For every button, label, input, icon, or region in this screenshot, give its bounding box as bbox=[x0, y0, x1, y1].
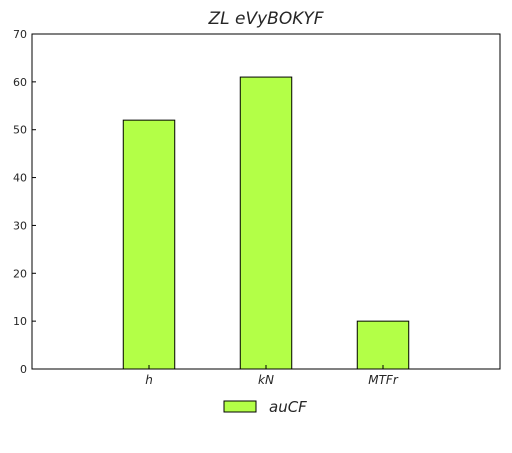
chart-title: ZL eVyBOKYF bbox=[207, 9, 323, 29]
y-tick-label: 40 bbox=[13, 172, 27, 185]
legend-label: auCF bbox=[269, 398, 307, 416]
y-tick-label: 30 bbox=[13, 219, 27, 232]
x-tick-label: h bbox=[145, 373, 153, 387]
y-tick-label: 0 bbox=[20, 363, 27, 376]
y-tick-label: 10 bbox=[13, 315, 27, 328]
bar bbox=[239, 76, 293, 370]
y-tick-label: 60 bbox=[13, 76, 27, 89]
legend-swatch bbox=[223, 400, 257, 413]
legend: auCF bbox=[223, 398, 307, 416]
plot-area: 0 10 20 30 40 50 60 70 h kN MTFr bbox=[13, 28, 501, 387]
x-tick-label: kN bbox=[258, 373, 274, 387]
y-tick-label: 20 bbox=[13, 267, 27, 280]
x-tick-label: MTFr bbox=[368, 373, 399, 387]
bar bbox=[122, 119, 176, 370]
y-tick-label: 70 bbox=[13, 28, 27, 41]
bar bbox=[356, 320, 410, 370]
y-tick-label: 50 bbox=[13, 124, 27, 137]
